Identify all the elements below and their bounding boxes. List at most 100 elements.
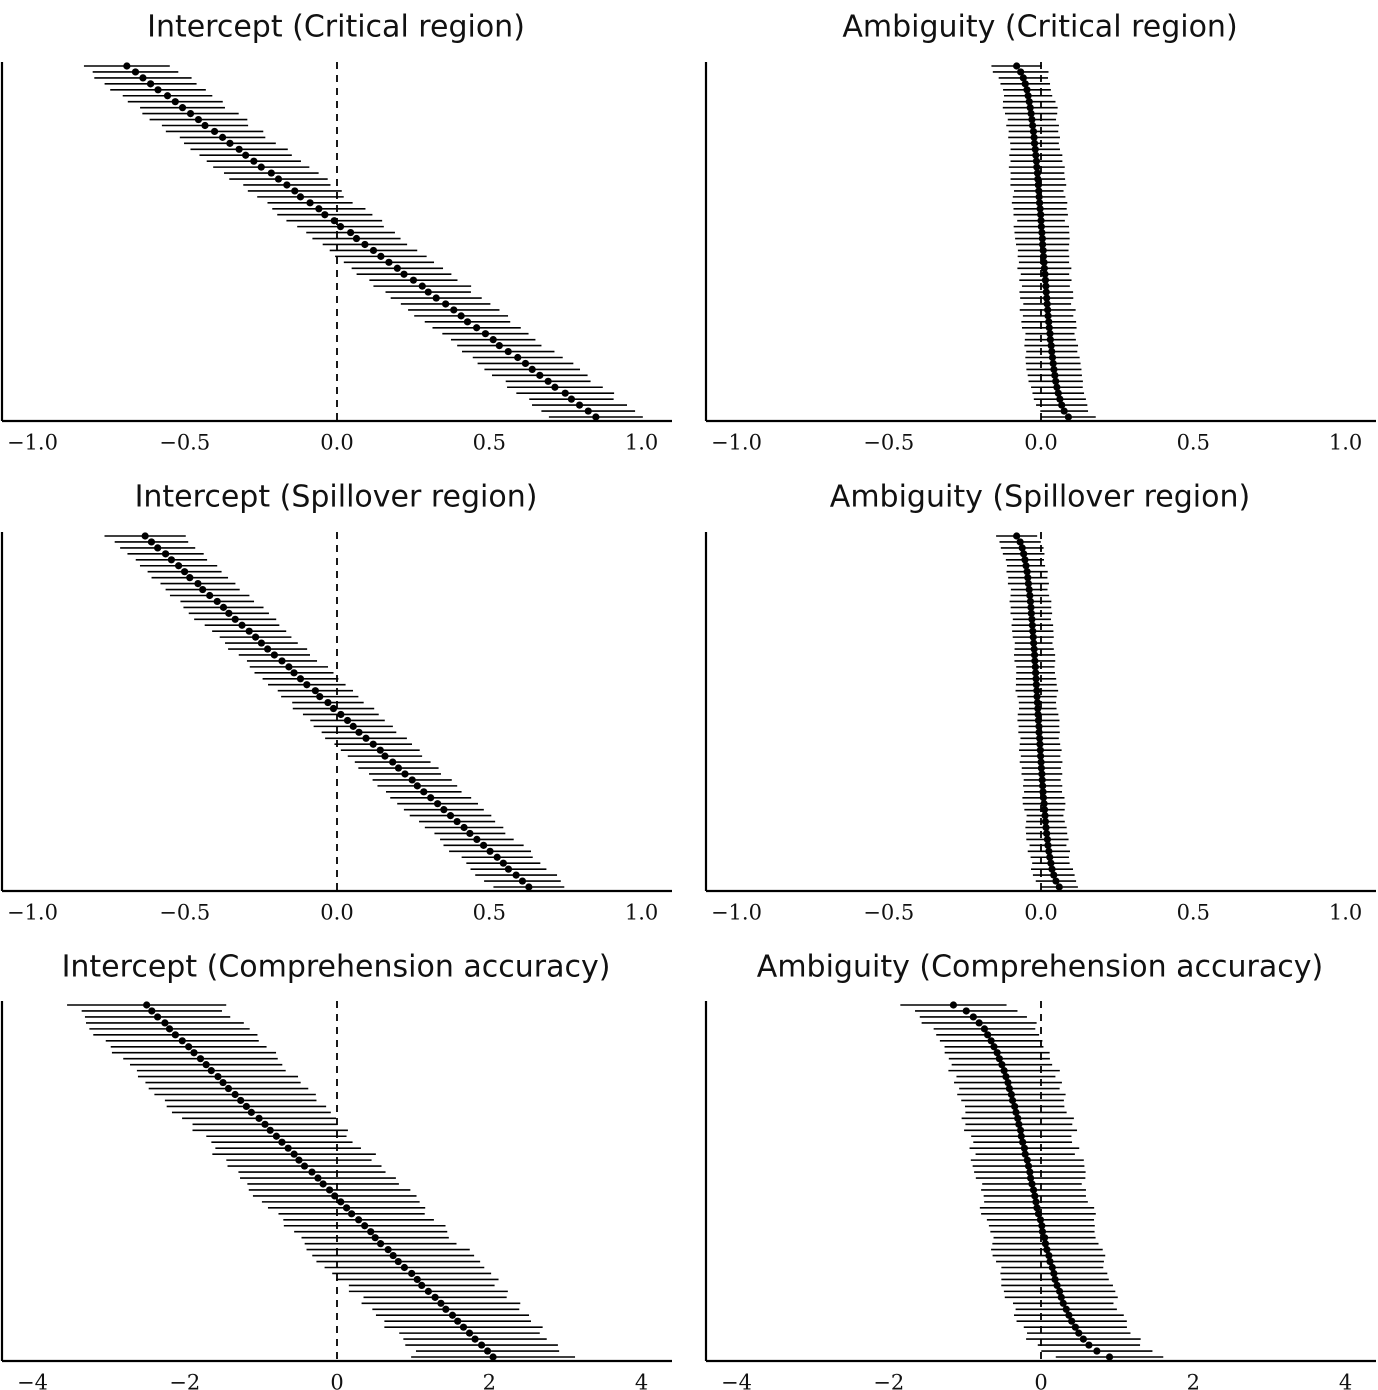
estimate-point	[1046, 1257, 1054, 1266]
estimate-point	[163, 92, 172, 100]
estimate-point	[1031, 657, 1039, 665]
estimate-point	[331, 1192, 339, 1200]
estimate-point	[1043, 829, 1051, 838]
estimate-point	[1005, 1084, 1013, 1093]
estimate-point	[186, 574, 194, 582]
estimate-point	[261, 1120, 269, 1128]
estimate-point	[264, 645, 272, 653]
estimate-point	[141, 532, 149, 540]
estimate-point	[1039, 246, 1047, 255]
estimate-point	[1045, 847, 1053, 855]
estimate-point	[413, 1275, 421, 1284]
estimate-point	[584, 407, 592, 415]
estimate-point	[489, 336, 497, 344]
panel-title: Intercept (Spillover region)	[135, 480, 538, 515]
estimate-point	[1034, 710, 1042, 719]
x-tick-label: −1.0	[711, 431, 762, 455]
estimate-point	[311, 687, 319, 695]
x-tick-label: 2	[483, 1371, 496, 1390]
estimate-point	[400, 270, 408, 278]
estimate-point	[267, 169, 275, 177]
estimate-point	[1037, 764, 1045, 772]
estimate-point	[1079, 1335, 1087, 1343]
estimate-point	[296, 193, 305, 201]
estimate-point	[154, 86, 162, 94]
estimate-point	[434, 800, 442, 808]
estimate-point	[1033, 687, 1041, 695]
x-tick-label: −4	[721, 1371, 752, 1390]
estimate-point	[1024, 1162, 1033, 1170]
x-tick-label: 0	[1034, 1371, 1047, 1390]
estimate-point	[270, 651, 278, 659]
estimate-point	[257, 639, 266, 647]
x-tick-label: 0.0	[320, 431, 353, 455]
estimate-point	[1029, 627, 1037, 635]
estimate-point	[369, 740, 377, 748]
estimate-point	[1027, 1174, 1035, 1182]
estimate-point	[218, 133, 227, 141]
estimate-point	[1038, 1222, 1046, 1230]
estimate-point	[295, 1156, 303, 1164]
estimate-point	[385, 258, 393, 266]
estimate-point	[393, 264, 401, 272]
estimate-point	[171, 1031, 179, 1039]
estimate-point	[1048, 1263, 1056, 1272]
x-tick-label: −1.0	[7, 901, 58, 925]
estimate-point	[1041, 817, 1050, 826]
x-tick-label: −0.5	[159, 431, 210, 455]
estimate-point	[483, 1347, 492, 1355]
estimate-point	[381, 752, 389, 760]
panel-title: Ambiguity (Comprehension accuracy)	[757, 950, 1323, 985]
estimate-point	[975, 1019, 983, 1027]
estimate-point	[495, 342, 503, 350]
estimate-point	[384, 1246, 392, 1254]
estimate-point	[283, 181, 291, 189]
estimate-point	[206, 591, 214, 600]
estimate-point	[361, 1222, 369, 1230]
estimate-point	[1049, 359, 1057, 368]
x-tick-label: 0.5	[473, 901, 506, 925]
estimate-point	[1032, 675, 1040, 683]
estimate-point	[477, 1341, 486, 1349]
estimate-point	[296, 675, 305, 683]
estimate-point	[1038, 228, 1046, 237]
estimate-point	[567, 395, 576, 403]
estimate-point	[1024, 92, 1032, 100]
estimate-point	[266, 1126, 274, 1134]
estimate-point	[314, 1174, 322, 1182]
estimate-point	[1024, 579, 1033, 588]
estimate-point	[1045, 1251, 1053, 1260]
panel-title: Ambiguity (Spillover region)	[830, 480, 1250, 515]
x-tick-label: −0.5	[159, 901, 210, 925]
estimate-point	[278, 1138, 286, 1146]
estimate-point	[459, 1323, 468, 1331]
estimate-point	[1046, 336, 1054, 344]
estimate-point	[1028, 615, 1036, 623]
estimate-point	[1026, 597, 1035, 606]
estimate-point	[178, 1037, 186, 1045]
panel-2: Ambiguity (Critical region) −1.0 −0.5 0.0 0.…	[704, 10, 1376, 455]
estimate-point	[1043, 294, 1051, 302]
estimate-point	[1039, 794, 1048, 802]
estimate-point	[544, 377, 552, 385]
estimate-point	[1047, 859, 1055, 867]
estimate-point	[1012, 1108, 1020, 1116]
estimate-point	[1046, 853, 1054, 861]
estimate-point	[255, 1114, 263, 1122]
estimate-point	[1051, 1275, 1059, 1284]
estimate-point	[394, 764, 403, 772]
estimate-point	[1040, 1234, 1049, 1242]
estimate-point	[473, 324, 481, 332]
estimate-point	[1002, 1072, 1010, 1081]
estimate-point	[1015, 1120, 1023, 1128]
estimate-point	[1040, 806, 1049, 814]
estimate-point	[1033, 169, 1042, 177]
estimate-point	[1037, 223, 1045, 231]
estimate-point	[154, 544, 162, 552]
x-tick-label: 0.5	[473, 431, 506, 455]
estimate-point	[1045, 318, 1053, 326]
estimate-point	[1028, 121, 1037, 130]
estimate-point	[1057, 1293, 1065, 1301]
estimate-point	[352, 234, 361, 243]
panel-5: Intercept (Comprehension accuracy) −4 −2 0 2…	[0, 950, 672, 1390]
